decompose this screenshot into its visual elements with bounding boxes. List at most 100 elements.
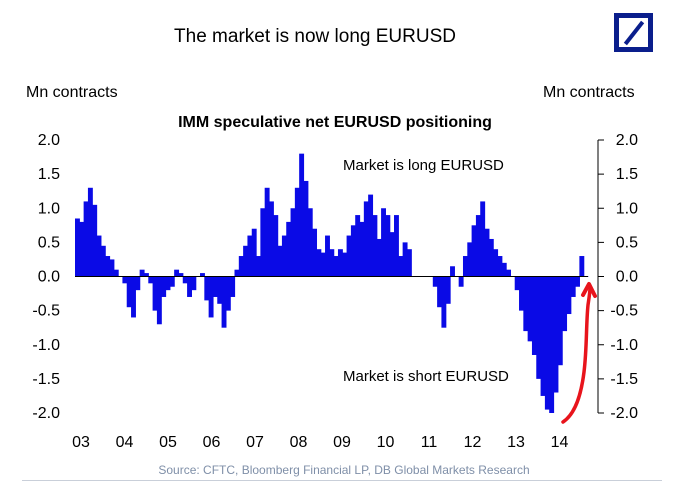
left-y-tick-label: -1.5 bbox=[32, 371, 60, 388]
data-bar bbox=[161, 276, 167, 297]
left-y-tick-label: -2.0 bbox=[32, 405, 60, 422]
x-tick-label: 14 bbox=[551, 434, 569, 451]
data-bar bbox=[143, 273, 149, 277]
data-bar bbox=[113, 269, 119, 277]
logo-inner-square bbox=[619, 18, 648, 47]
data-bar bbox=[100, 245, 106, 277]
data-bar bbox=[506, 269, 512, 277]
data-bar bbox=[96, 235, 102, 277]
data-bar bbox=[501, 262, 507, 277]
data-bar bbox=[75, 218, 80, 277]
right-y-tick-label: 1.0 bbox=[616, 200, 638, 217]
data-bar bbox=[191, 276, 197, 291]
data-bar bbox=[394, 215, 399, 277]
x-tick-label: 03 bbox=[72, 434, 90, 451]
data-bar bbox=[169, 276, 175, 287]
slide-title: The market is now long EURUSD bbox=[174, 26, 456, 47]
data-bar bbox=[570, 276, 576, 297]
data-bar bbox=[372, 215, 378, 277]
data-bar bbox=[238, 256, 244, 277]
data-bar bbox=[458, 276, 464, 287]
data-bar bbox=[126, 276, 132, 308]
left-y-tick-label: 1.0 bbox=[38, 200, 60, 217]
data-bar bbox=[217, 276, 223, 304]
data-bar bbox=[536, 276, 542, 379]
tick-labels: 2.0 2.0 1.5 1.5 1.0 1.0 0.5 0.5 0.0 0.0 -0.5 -0.5 -1… bbox=[32, 132, 638, 451]
data-bar bbox=[247, 235, 253, 277]
annotation-long: Market is long EURUSD bbox=[343, 157, 504, 174]
data-bar bbox=[432, 276, 438, 287]
data-bar bbox=[182, 276, 188, 284]
data-bar bbox=[562, 276, 568, 332]
data-bar bbox=[135, 276, 141, 291]
left-y-tick-label: 0.0 bbox=[38, 269, 60, 286]
data-bar bbox=[273, 215, 279, 277]
data-bar bbox=[359, 221, 365, 277]
data-bar bbox=[402, 242, 408, 277]
data-bar bbox=[579, 256, 585, 277]
data-bar bbox=[368, 194, 374, 277]
data-bar bbox=[178, 273, 184, 277]
data-bar bbox=[363, 201, 369, 277]
data-bar bbox=[329, 249, 335, 277]
axes bbox=[75, 139, 604, 414]
data-bar bbox=[204, 276, 210, 301]
data-bar bbox=[303, 180, 309, 277]
data-bar bbox=[230, 276, 236, 297]
data-bar bbox=[208, 276, 214, 318]
data-bar bbox=[437, 276, 443, 308]
annotations: Market is long EURUSD Market is short EUR… bbox=[343, 157, 597, 424]
footer-rule bbox=[22, 480, 662, 481]
x-tick-label: 05 bbox=[159, 434, 177, 451]
data-bar bbox=[268, 201, 274, 277]
data-bar bbox=[156, 276, 162, 325]
data-bar bbox=[260, 208, 266, 277]
right-y-tick-label: 0.0 bbox=[616, 269, 638, 286]
data-bar bbox=[342, 252, 348, 277]
right-y-tick-label: 2.0 bbox=[616, 132, 638, 149]
x-tick-label: 09 bbox=[333, 434, 351, 451]
right-y-tick-label: -2.0 bbox=[610, 405, 638, 422]
data-bar bbox=[540, 276, 546, 396]
data-bar bbox=[544, 276, 550, 410]
data-bar bbox=[307, 208, 313, 277]
data-bar bbox=[221, 276, 227, 328]
data-bar bbox=[398, 256, 404, 277]
data-bar bbox=[385, 215, 391, 277]
data-bar bbox=[277, 245, 283, 277]
x-tick-label: 07 bbox=[246, 434, 264, 451]
x-tick-label: 06 bbox=[203, 434, 221, 451]
left-y-tick-label: -1.0 bbox=[32, 337, 60, 354]
data-bar bbox=[575, 276, 580, 287]
data-bar bbox=[514, 276, 520, 291]
data-bar bbox=[320, 252, 326, 277]
data-bar bbox=[531, 276, 537, 355]
right-y-tick-label: -1.5 bbox=[610, 371, 638, 388]
data-bar bbox=[105, 256, 111, 277]
data-bar bbox=[493, 249, 499, 277]
data-bar bbox=[350, 225, 356, 277]
data-bar bbox=[174, 269, 180, 277]
data-bar bbox=[79, 221, 85, 277]
data-bar bbox=[200, 273, 205, 277]
data-bar bbox=[566, 276, 572, 315]
x-tick-label: 04 bbox=[116, 434, 134, 451]
data-bar bbox=[376, 238, 382, 277]
right-y-tick-label: 1.5 bbox=[616, 166, 638, 183]
data-bar bbox=[441, 276, 447, 328]
red-arrow-head bbox=[581, 282, 597, 298]
x-tick-label: 13 bbox=[507, 434, 525, 451]
right-axis-unit: Mn contracts bbox=[543, 84, 635, 101]
data-bar bbox=[243, 245, 249, 277]
right-y-tick-label: 0.5 bbox=[616, 234, 638, 251]
data-bar bbox=[523, 276, 529, 332]
bar-series bbox=[75, 153, 589, 413]
data-bar bbox=[355, 215, 361, 277]
data-bar bbox=[475, 215, 481, 277]
data-bar bbox=[445, 276, 451, 304]
data-bar bbox=[165, 276, 171, 291]
data-bar bbox=[519, 276, 524, 311]
data-bar bbox=[553, 276, 559, 393]
data-bar bbox=[294, 187, 300, 277]
